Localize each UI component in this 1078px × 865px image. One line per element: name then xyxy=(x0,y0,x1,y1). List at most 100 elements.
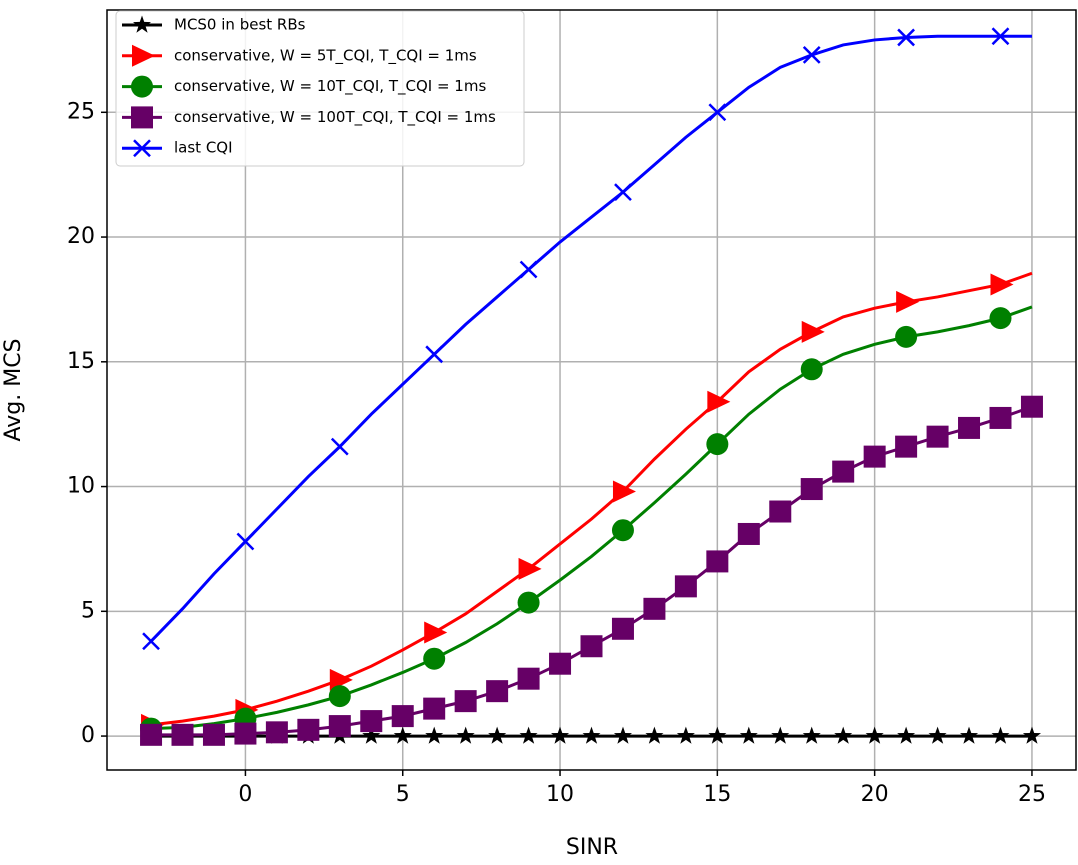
marker xyxy=(519,726,538,744)
marker xyxy=(645,726,664,744)
x-tick-label: 0 xyxy=(238,782,252,807)
marker xyxy=(330,437,349,456)
marker xyxy=(454,690,477,713)
x-tick-label: 25 xyxy=(1018,782,1046,807)
series-line xyxy=(149,34,1032,643)
y-axis-label: Avg. MCS xyxy=(1,338,26,441)
marker xyxy=(391,705,414,728)
marker xyxy=(580,635,603,658)
marker xyxy=(990,273,1014,296)
y-tick-label: 15 xyxy=(67,349,95,374)
marker xyxy=(612,480,636,503)
marker xyxy=(611,519,634,542)
marker xyxy=(926,425,949,448)
marker xyxy=(739,726,758,744)
x-tick-label: 10 xyxy=(546,782,574,807)
marker xyxy=(771,726,790,744)
marker xyxy=(863,445,886,468)
marker xyxy=(297,718,320,741)
marker xyxy=(895,325,918,348)
marker xyxy=(423,647,446,670)
y-tick-label: 5 xyxy=(81,598,95,623)
marker xyxy=(425,726,444,744)
marker xyxy=(613,726,632,744)
y-tick-label: 10 xyxy=(67,474,95,499)
marker xyxy=(989,307,1012,330)
plot-frame xyxy=(106,9,1077,771)
marker xyxy=(140,723,163,746)
marker xyxy=(834,726,853,744)
marker xyxy=(896,290,920,313)
marker xyxy=(769,500,792,523)
legend-label: MCS0 in best RBs xyxy=(174,16,306,34)
marker xyxy=(928,726,947,744)
marker xyxy=(517,591,540,614)
marker xyxy=(133,139,151,158)
marker xyxy=(133,15,151,33)
marker xyxy=(360,710,383,733)
x-axis-label: SINR xyxy=(566,835,618,860)
marker xyxy=(706,550,729,573)
legend: MCS0 in best RBs conservative, W = 5T_CQI… xyxy=(115,10,525,167)
marker xyxy=(131,106,153,129)
marker xyxy=(958,416,981,439)
x-tick-label: 15 xyxy=(703,782,731,807)
marker xyxy=(202,723,225,746)
legend-label: last CQI xyxy=(174,139,233,157)
marker xyxy=(423,697,446,720)
plot xyxy=(140,27,1043,746)
x-tick-label: 20 xyxy=(861,782,889,807)
marker xyxy=(1020,395,1043,418)
marker xyxy=(676,726,695,744)
marker xyxy=(582,726,601,744)
marker xyxy=(362,726,381,744)
x-tick-label: 5 xyxy=(396,782,410,807)
marker xyxy=(328,715,351,738)
marker xyxy=(802,726,821,744)
marker xyxy=(707,390,731,413)
marker xyxy=(142,632,160,651)
marker xyxy=(171,723,194,746)
marker xyxy=(329,668,353,691)
marker xyxy=(802,46,821,64)
legend-label: conservative, W = 100T_CQI, T_CQI = 1ms xyxy=(174,108,496,127)
marker xyxy=(425,345,444,364)
marker xyxy=(456,726,475,744)
marker xyxy=(708,103,727,122)
marker xyxy=(424,621,448,644)
marker xyxy=(737,522,760,545)
marker xyxy=(234,722,257,745)
marker xyxy=(551,726,570,744)
marker xyxy=(800,478,823,501)
marker xyxy=(991,726,1010,744)
marker xyxy=(549,652,572,675)
marker xyxy=(989,406,1012,429)
marker xyxy=(865,726,884,744)
y-tick-label: 0 xyxy=(81,723,95,748)
marker xyxy=(328,685,351,708)
marker xyxy=(519,260,538,279)
marker xyxy=(960,726,979,744)
marker xyxy=(236,532,255,551)
marker xyxy=(897,726,916,744)
y-tick-label: 25 xyxy=(67,99,95,124)
marker xyxy=(393,726,412,744)
marker xyxy=(643,597,666,620)
marker xyxy=(801,320,825,343)
marker xyxy=(614,183,632,202)
series-line xyxy=(150,305,1033,731)
marker xyxy=(897,28,915,47)
marker xyxy=(708,726,727,744)
marker xyxy=(1022,726,1041,744)
marker xyxy=(895,435,918,458)
legend-label: conservative, W = 5T_CQI, T_CQI = 1ms xyxy=(174,46,477,65)
y-tick-label: 20 xyxy=(67,224,95,249)
marker xyxy=(611,617,634,640)
series-line xyxy=(150,271,1033,727)
marker xyxy=(517,667,540,690)
marker xyxy=(800,358,823,381)
marker xyxy=(518,557,542,580)
marker xyxy=(706,433,729,456)
marker xyxy=(131,75,153,98)
